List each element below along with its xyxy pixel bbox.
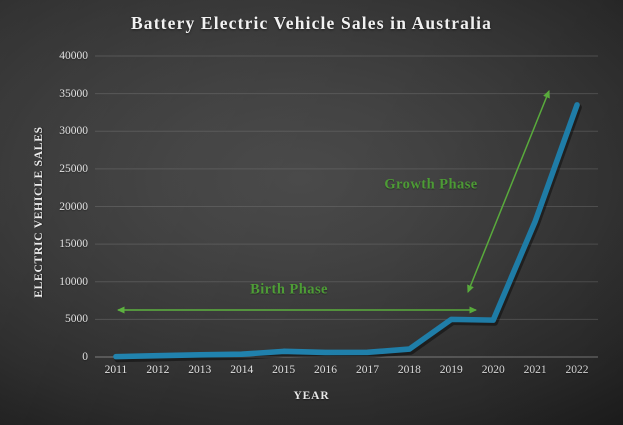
x-axis-tick-label: 2011 [104,364,128,376]
y-axis-tick-label: 35000 [59,87,88,100]
x-axis-tick-label: 2013 [188,364,212,376]
y-axis-tick-label: 30000 [59,125,88,138]
y-axis-tick-label: 15000 [59,238,88,251]
x-axis-tick-label: 2016 [314,364,338,376]
y-axis-tick-label: 5000 [65,313,88,326]
birth-phase-label: Birth Phase [250,281,328,298]
y-axis-tick-label: 0 [82,351,88,363]
x-axis-tick-label: 2014 [230,364,254,376]
data-series-layer [113,102,582,363]
x-axis-tick-label: 2018 [397,364,421,376]
data-line [113,102,580,360]
y-axis-tick-label: 40000 [59,50,88,62]
y-axis-tick-label: 20000 [59,200,88,213]
growth-phase-arrow [467,89,550,294]
y-axis-tick-label: 10000 [59,275,88,288]
x-axis-tick-label: 2017 [355,364,379,376]
chart-title: Battery Electric Vehicle Sales in Austra… [130,13,492,33]
x-axis-tick-label: 2012 [146,364,170,376]
x-axis-tick-label: 2020 [481,364,505,376]
x-axis-title: YEAR [293,390,330,402]
y-axis-tick-labels: 0 5000 10000 15000 20000 25000 30000 35000 40000 [22,0,88,425]
annotation-arrows [116,89,550,314]
x-axis-tick-label: 2021 [523,364,547,376]
growth-phase-label: Growth Phase [384,176,478,193]
x-axis-tick-label: 2022 [565,364,589,376]
x-axis-tick-label: 2019 [439,364,463,376]
data-line-shadow [114,104,582,363]
gridlines [95,55,598,358]
x-axis-tick-label: 2015 [272,364,296,376]
y-axis-tick-label: 25000 [59,162,88,175]
